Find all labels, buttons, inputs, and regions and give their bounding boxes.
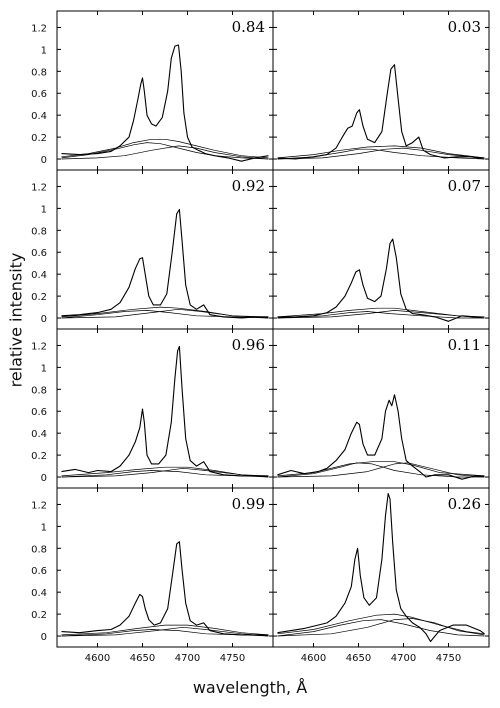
phase-label: 0.11 <box>448 336 481 354</box>
series-line-broad-component-2 <box>277 462 485 478</box>
panel-2: 0.03 <box>272 10 490 171</box>
panel-8: 4600 4650 4700 4750 0.26 <box>272 487 490 664</box>
series-line-broad-component-1 <box>61 629 269 637</box>
y-tick-label: 1 <box>41 45 47 56</box>
x-tick-label: 4700 <box>175 653 200 664</box>
phase-label: 0.07 <box>448 177 481 195</box>
x-tick-label: 4650 <box>130 653 155 664</box>
phase-label: 0.99 <box>232 495 265 513</box>
y-tick-label: 1 <box>41 363 47 374</box>
series-line-observed <box>61 44 269 162</box>
phase-label: 0.84 <box>232 18 265 36</box>
y-tick-label: 0.4 <box>31 429 47 440</box>
panel-6: 0.11 <box>272 328 490 489</box>
panel-1: 0 0.2 0.4 0.6 0.8 1 1.2 0.84 <box>31 10 274 171</box>
series-line-broad-sum <box>61 306 269 318</box>
series-line-broad-component-2 <box>61 626 269 637</box>
x-tick-label: 4650 <box>346 653 371 664</box>
series-line-observed <box>61 208 269 319</box>
y-tick-label: 1.2 <box>31 182 47 193</box>
x-tick-label: 4700 <box>391 653 416 664</box>
series-line-broad-sum <box>61 624 269 636</box>
y-tick-label: 1 <box>41 522 47 533</box>
series-line-broad-component-1 <box>61 142 269 160</box>
series-line-broad-component-2 <box>61 145 269 160</box>
series-line-broad-component-2 <box>277 147 485 160</box>
x-tick-label: 4600 <box>85 653 110 664</box>
y-tick-label: 0.8 <box>31 226 47 237</box>
y-tick-label: 0.2 <box>31 292 47 303</box>
x-axis-label: wavelength, Å <box>192 678 308 697</box>
y-tick-label: 0 <box>41 473 47 484</box>
y-tick-label: 1.2 <box>31 500 47 511</box>
y-tick-label: 0.2 <box>31 451 47 462</box>
phase-label: 0.03 <box>448 18 481 36</box>
y-tick-label: 1.2 <box>31 23 47 34</box>
x-tick-label: 4750 <box>436 653 461 664</box>
y-axis-label-text: relative intensity <box>6 252 26 388</box>
y-tick-label: 0.6 <box>31 248 47 259</box>
y-tick-label: 0 <box>41 314 47 325</box>
y-tick-label: 0.4 <box>31 588 47 599</box>
series-line-broad-component-1 <box>277 619 485 637</box>
x-tick-label: 4750 <box>220 653 245 664</box>
series-line-observed <box>61 345 269 477</box>
y-tick-label: 1 <box>41 204 47 215</box>
y-tick-label: 0.8 <box>31 385 47 396</box>
x-tick-label: 4600 <box>301 653 326 664</box>
y-tick-label: 0 <box>41 632 47 643</box>
series-line-broad-sum <box>277 307 485 318</box>
y-tick-label: 0.8 <box>31 67 47 78</box>
series-line-broad-component-2 <box>277 618 485 637</box>
panel-5: 0 0.2 0.4 0.6 0.8 1 1.2 0.96 <box>31 328 274 489</box>
series-line-broad-sum <box>61 138 269 159</box>
panel-3: 0 0.2 0.4 0.6 0.8 1 1.2 0.92 <box>31 169 274 330</box>
y-tick-label: 0.2 <box>31 133 47 144</box>
series-line-broad-sum <box>61 466 269 477</box>
y-tick-label: 0.6 <box>31 566 47 577</box>
phase-label: 0.96 <box>232 336 265 354</box>
series-line-observed <box>61 541 269 636</box>
series-line-observed <box>277 64 485 160</box>
y-tick-label: 0.4 <box>31 270 47 281</box>
y-tick-label: 0.6 <box>31 407 47 418</box>
y-tick-label: 0 <box>41 155 47 166</box>
series-line-observed <box>277 238 485 322</box>
series-line-broad-sum <box>277 145 485 159</box>
y-tick-label: 1.2 <box>31 341 47 352</box>
y-tick-label: 0.8 <box>31 544 47 555</box>
panel-frame <box>272 487 490 648</box>
series-line-broad-sum <box>277 461 485 477</box>
y-tick-label: 0.6 <box>31 89 47 100</box>
series-line-broad-sum <box>277 613 485 635</box>
panel-7: 0 0.2 0.4 0.6 0.8 1 1.2 4600 4650 4700 4750 0.99 <box>31 487 274 664</box>
phase-label: 0.26 <box>448 495 481 513</box>
series-line-broad-component-1 <box>277 148 485 160</box>
series-line-observed <box>277 394 485 480</box>
y-tick-label: 0.4 <box>31 111 47 122</box>
series-line-broad-component-2 <box>277 310 485 319</box>
series-line-observed <box>277 492 485 643</box>
series-line-broad-component-1 <box>277 462 485 478</box>
panel-4: 0.07 <box>272 169 490 330</box>
y-tick-label: 0.2 <box>31 610 47 621</box>
phase-label: 0.92 <box>232 177 265 195</box>
